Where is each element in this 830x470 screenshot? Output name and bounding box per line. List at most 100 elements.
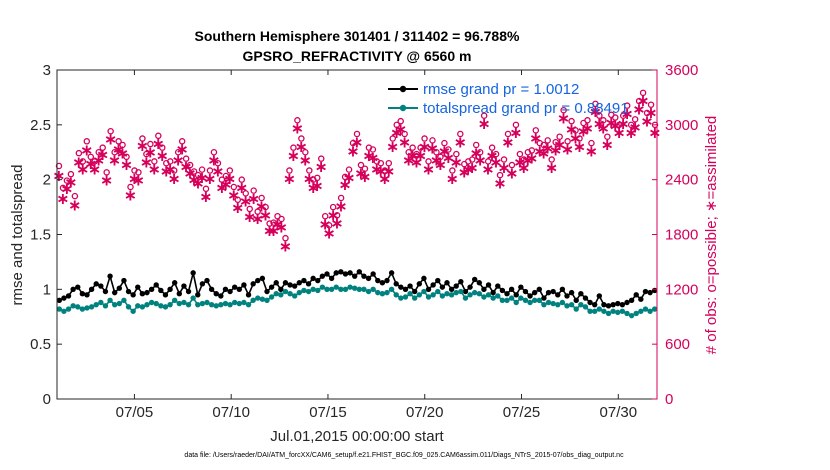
totalspread-point [384,289,390,296]
obs-assimilated-point: ∗ [263,221,276,240]
obs-possible-point [393,121,400,129]
obs-assimilated-point: ∗ [136,136,149,155]
rmse-point [250,281,256,287]
obs-assimilated-point: ∗ [271,215,284,234]
obs-possible-point [59,184,67,192]
rmse-point [305,281,312,287]
totalspread-point [328,286,335,293]
obs-assimilated-point: ∗ [152,134,165,153]
totalspread-point [388,286,395,293]
obs-possible-point [262,203,269,211]
obs-possible-point [87,153,95,161]
rmse-point [638,296,644,302]
obs-assimilated-point: ∗ [517,158,530,177]
rmse-point [550,288,556,295]
rmse-point [407,283,413,289]
obs-assimilated-point: ∗ [195,168,208,187]
obs-assimilated-point: ∗ [164,160,177,179]
rmse-point [130,292,136,298]
obs-possible-point [170,167,178,174]
totalspread-point [79,306,86,312]
totalspread-point [268,294,275,300]
rmse-point [591,301,598,308]
totalspread-point [245,301,252,308]
obs-assimilated-point: ∗ [96,145,109,164]
rmse-point [568,289,575,296]
rmse-point [264,288,270,295]
y-axis-left: 0 0.5 1 1.5 2 2.5 3 [30,62,62,408]
obs-possible-point [488,144,496,151]
obs-possible-point [166,158,174,165]
obs-assimilated-point: ∗ [644,103,657,122]
obs-possible-point [119,141,126,149]
obs-possible-point [381,167,389,174]
y-right-tick-label: 1800 [665,227,698,244]
obs-possible-point [266,220,273,227]
totalspread-point [291,293,298,299]
rmse-point [158,287,164,294]
obs-assimilated-point: ∗ [521,151,534,170]
obs-assimilated-point: ∗ [354,163,367,182]
obs-possible-point [397,117,404,125]
totalspread-point [624,310,630,317]
obs-possible-point [99,144,106,151]
obs-assimilated-point: ∗ [533,141,546,160]
rmse-point [439,284,446,290]
rmse-point [204,277,210,284]
obs-possible-point [492,150,500,158]
obs-possible-point [79,158,87,165]
obs-assimilated-point: ∗ [156,146,169,165]
totalspread-point [162,304,169,310]
obs-assimilated-point: ∗ [346,141,359,160]
totalspread-point [250,297,256,303]
obs-assimilated-point: ∗ [477,114,490,133]
rmse-point [351,273,358,279]
totalspread-point [88,304,95,310]
totalspread-point [647,308,653,314]
rmse-point [208,286,215,293]
obs-possible-point [182,155,190,162]
obs-assimilated-point: ∗ [128,169,141,188]
chart-title-line2: GPSRO_REFRACTIVITY @ 6560 m [243,48,472,64]
rmse-point [282,280,289,286]
obs-possible-point [91,158,98,165]
obs-possible-point [194,171,202,179]
rmse-point [111,289,118,296]
obs-possible-point [238,176,246,183]
rmse-point [116,285,123,291]
obs-assimilated-point: ∗ [291,119,304,138]
totalspread-point [273,291,279,297]
obs-possible-point [532,127,540,134]
obs-possible-point [500,156,508,163]
obs-assimilated-point: ∗ [410,152,423,171]
obs-assimilated-point: ∗ [597,119,610,138]
obs-possible-point [226,167,234,174]
obs-assimilated-point: ∗ [338,175,351,194]
totalspread-point [195,301,201,308]
totalspread-point [485,292,492,298]
obs-possible-point [389,135,397,142]
totalspread-point [282,288,289,295]
totalspread-point [495,293,501,299]
totalspread-point [651,306,658,312]
totalspread-point [70,303,76,309]
x-axis: 07/05 07/10 07/15 07/20 07/25 07/30 [116,70,637,421]
totalspread-point [153,300,159,307]
obs-possible-point [282,234,289,242]
obs-possible-point [353,130,361,138]
totalspread-point [578,301,584,308]
rmse-point [541,295,547,301]
totalspread-point [541,301,547,308]
rmse-point [361,273,367,279]
obs-possible-point [413,150,420,158]
obs-possible-point [421,135,428,142]
obs-assimilated-point: ∗ [426,139,439,158]
obs-possible-point [357,161,365,169]
rmse-point [615,300,621,307]
rmse-point [333,270,339,276]
rmse-point [301,277,307,284]
obs-possible-point [584,117,591,124]
obs-assimilated-point: ∗ [239,192,252,211]
obs-possible-point [135,169,142,176]
rmse-point [222,286,229,293]
